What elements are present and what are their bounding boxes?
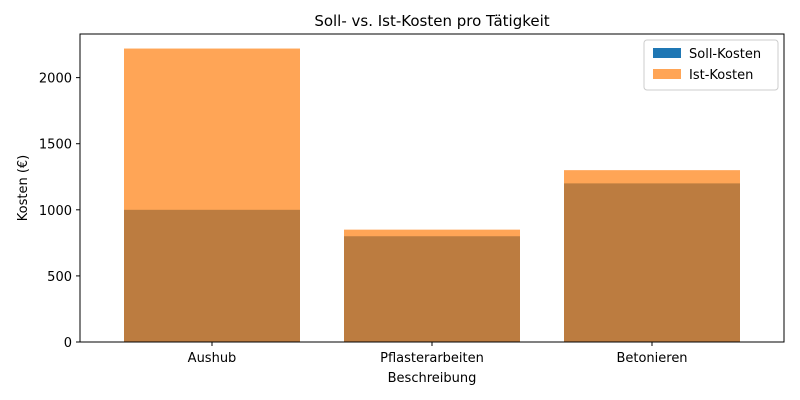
bar-ist-kosten-pflasterarbeiten <box>344 229 520 342</box>
y-tick-label: 1500 <box>39 138 72 153</box>
legend-label-ist-kosten: Ist-Kosten <box>689 68 753 83</box>
x-axis: Aushub Pflasterarbeiten Betonieren <box>188 342 688 366</box>
series-ist-kosten <box>124 48 740 342</box>
bar-ist-kosten-aushub <box>124 48 300 342</box>
y-axis-label: Kosten (€) <box>16 155 31 222</box>
bar-ist-kosten-betonieren <box>564 170 740 342</box>
legend: Soll-Kosten Ist-Kosten <box>643 39 779 91</box>
legend-swatch-soll-kosten <box>653 48 681 58</box>
chart-title: Soll- vs. Ist-Kosten pro Tätigkeit <box>314 12 549 30</box>
y-axis: 0 500 1000 1500 2000 <box>39 72 80 351</box>
x-tick-label: Pflasterarbeiten <box>380 351 484 366</box>
y-tick-label: 2000 <box>39 72 72 87</box>
legend-swatch-ist-kosten <box>653 69 681 79</box>
x-tick-label: Aushub <box>188 351 237 366</box>
y-tick-label: 1000 <box>39 204 72 219</box>
y-tick-label: 500 <box>47 270 72 285</box>
legend-label-soll-kosten: Soll-Kosten <box>689 47 761 62</box>
y-tick-label: 0 <box>64 336 72 351</box>
x-tick-label: Betonieren <box>616 351 687 366</box>
x-axis-label: Beschreibung <box>388 371 477 386</box>
